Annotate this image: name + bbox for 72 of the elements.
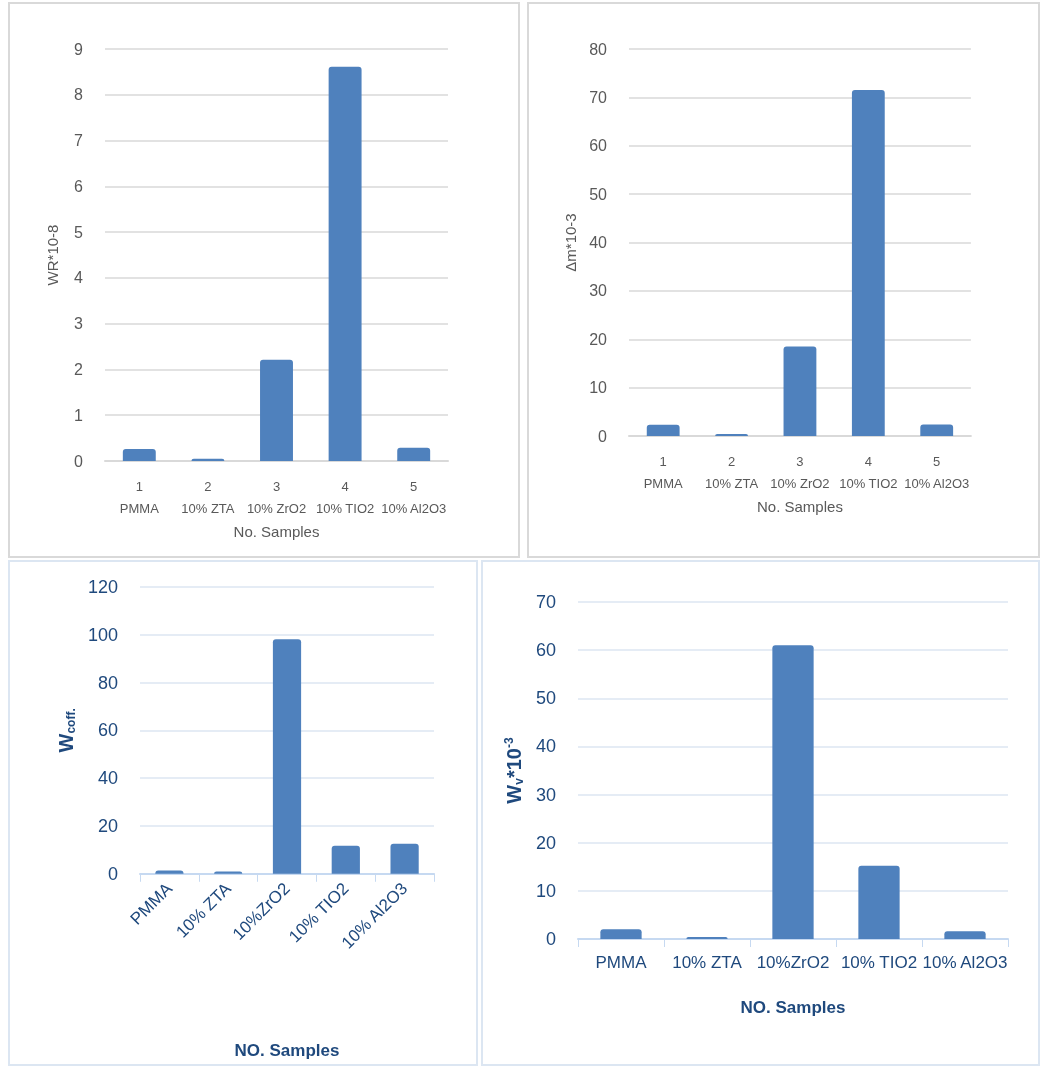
y-tick-label: 60 (535, 640, 556, 661)
y-tick-label: 20 (589, 330, 608, 348)
y-tick-label: 30 (589, 282, 608, 300)
x-axis-title: NO. Samples (740, 998, 846, 1017)
bar (772, 645, 814, 939)
y-tick-label: 8 (74, 86, 84, 104)
x-tick-label: 3 10% ZrO2 (246, 478, 307, 516)
x-axis-title: NO. Samples (234, 1041, 340, 1060)
y-tick-label: 80 (97, 672, 118, 693)
bar (390, 843, 419, 874)
y-tick-label: 0 (74, 452, 84, 470)
y-tick-label: 0 (107, 863, 118, 884)
y-tick-label: 30 (535, 784, 556, 805)
bar (397, 447, 431, 461)
y-tick-label: 50 (535, 688, 556, 709)
bar (944, 931, 986, 939)
y-tick-label: 20 (535, 832, 556, 853)
bar (328, 66, 362, 461)
y-tick-label: 3 (74, 315, 84, 333)
x-tick-label: 3 10% ZrO2 (770, 453, 830, 491)
y-tick-label: 60 (97, 720, 118, 741)
x-tick-label: 4 10% TIO2 (839, 453, 898, 491)
y-tick-label: 10 (535, 880, 556, 901)
y-tick-label: 20 (97, 815, 118, 836)
y-axis-title: WR*10-8 (44, 224, 61, 286)
x-tick-label: 5 10% Al2O3 (381, 478, 447, 516)
y-tick-label: 40 (589, 234, 608, 251)
y-tick-label: 80 (589, 40, 608, 58)
x-tick-label: PMMA (595, 952, 648, 972)
bar (851, 90, 885, 436)
y-tick-label: 1 (74, 406, 84, 424)
y-tick-label: 10 (589, 379, 608, 397)
y-tick-label: 2 (74, 360, 84, 378)
bar (858, 865, 900, 939)
x-axis-title: No. Samples (233, 522, 320, 540)
y-tick-label: 50 (589, 185, 608, 203)
x-tick-label: 2 10% ZTA (704, 453, 759, 491)
bar (783, 346, 817, 436)
x-axis-title: No. Samples (757, 497, 843, 515)
y-tick-label: 40 (535, 736, 556, 757)
bar (122, 449, 156, 461)
y-tick-label: 40 (97, 768, 118, 789)
y-tick-label: 4 (74, 269, 84, 287)
y-tick-label: 70 (535, 592, 556, 612)
bar (646, 424, 680, 436)
y-tick-label: 5 (74, 223, 84, 241)
y-tick-label: 60 (589, 137, 608, 155)
bar (331, 845, 360, 874)
y-tick-label: 7 (74, 132, 84, 150)
bar (920, 424, 954, 436)
bar (272, 639, 302, 874)
x-tick-label: 2 10% ZTA (181, 478, 235, 516)
x-tick-label: 1 PMMA (643, 453, 684, 491)
x-tick-label: 10% TIO2 (840, 952, 918, 972)
x-tick-label: 10% ZTA (672, 952, 743, 972)
y-tick-label: 0 (545, 929, 556, 949)
y-tick-label: 6 (74, 177, 84, 195)
y-tick-label: 0 (598, 427, 608, 445)
x-tick-label: 4 10% TIO2 (315, 478, 375, 516)
bar (600, 929, 642, 939)
bar (260, 359, 293, 461)
y-tick-label: 70 (589, 88, 608, 106)
y-tick-label: 100 (87, 624, 118, 645)
x-tick-label: 10%ZrO2 (756, 952, 830, 972)
y-axis-title: Wcoff. (55, 708, 79, 753)
y-axis-title: Δm*10-3 (562, 213, 580, 272)
y-axis-title: Wv*10-3 (502, 737, 527, 804)
x-tick-label: 10% Al2O3 (922, 952, 1008, 972)
x-tick-label: 1 PMMA (119, 478, 160, 516)
x-tick-label: 5 10% Al2O3 (904, 453, 970, 491)
y-tick-label: 9 (74, 40, 84, 58)
y-tick-label: 120 (87, 577, 118, 597)
